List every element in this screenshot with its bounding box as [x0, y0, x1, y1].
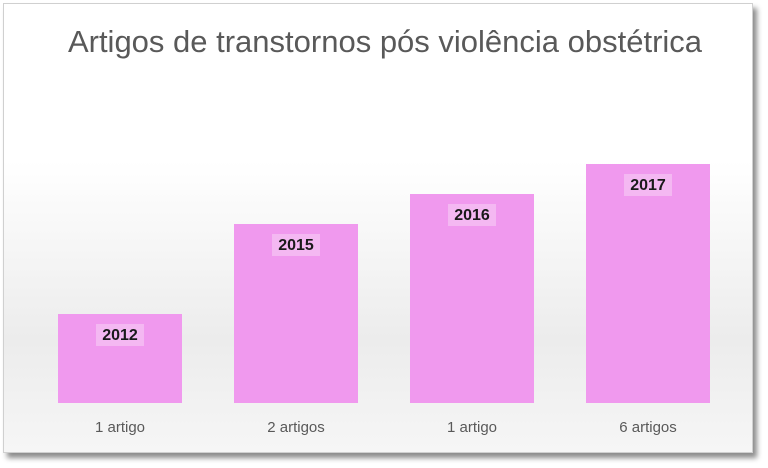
data-label: 2016: [454, 207, 490, 224]
data-label-background: [624, 174, 672, 196]
category-label: 2 artigos: [267, 419, 325, 436]
data-label: 2015: [278, 237, 314, 254]
bar-3: [410, 194, 534, 403]
category-label: 1 artigo: [447, 419, 497, 436]
data-label-background: [448, 204, 496, 226]
data-label: 2012: [102, 327, 138, 344]
data-label: 2017: [630, 177, 666, 194]
category-label: 6 artigos: [619, 419, 677, 436]
chart-title: Artigos de transtornos pós violência obs…: [67, 24, 703, 59]
data-label-background: [272, 234, 320, 256]
category-label: 1 artigo: [95, 419, 145, 436]
bar-4: [586, 164, 710, 403]
data-label-background: [96, 324, 144, 346]
